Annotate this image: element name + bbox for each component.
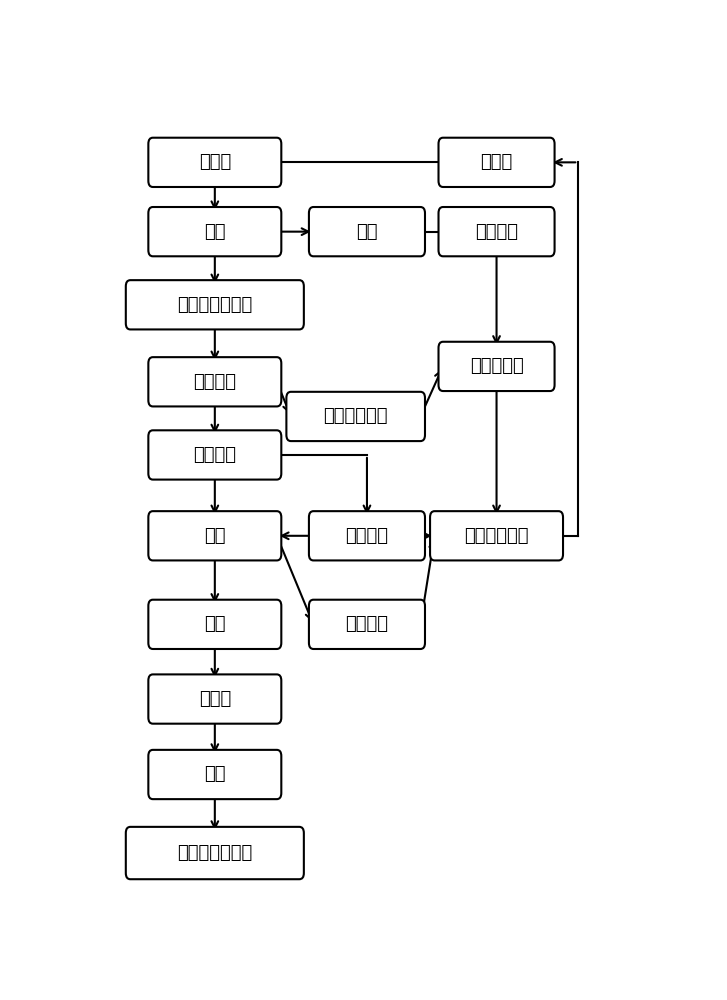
FancyBboxPatch shape bbox=[438, 342, 555, 391]
Text: 水解: 水解 bbox=[204, 527, 225, 545]
FancyBboxPatch shape bbox=[309, 511, 425, 560]
Text: 氨气: 氨气 bbox=[356, 223, 378, 241]
Text: 钛铁矿: 钛铁矿 bbox=[198, 153, 231, 171]
Text: 浸取并加铁还原: 浸取并加铁还原 bbox=[177, 296, 252, 314]
Text: 制备晶种: 制备晶种 bbox=[345, 527, 388, 545]
Text: 焦硫酸钾: 焦硫酸钾 bbox=[475, 223, 518, 241]
Text: 水洗: 水洗 bbox=[204, 615, 225, 633]
FancyBboxPatch shape bbox=[286, 392, 425, 441]
Text: 浓缩钛液: 浓缩钛液 bbox=[193, 446, 236, 464]
Text: 金红石型钛白粉: 金红石型钛白粉 bbox=[177, 844, 252, 862]
FancyBboxPatch shape bbox=[309, 207, 425, 256]
Text: 中和制硫酸铵: 中和制硫酸铵 bbox=[465, 527, 529, 545]
Text: 制氧化铁红: 制氧化铁红 bbox=[470, 357, 523, 375]
FancyBboxPatch shape bbox=[148, 674, 281, 724]
Text: 煅烧: 煅烧 bbox=[204, 766, 225, 784]
FancyBboxPatch shape bbox=[148, 600, 281, 649]
FancyBboxPatch shape bbox=[126, 280, 304, 329]
FancyBboxPatch shape bbox=[126, 827, 304, 879]
Text: 硫酸亚铁晶体: 硫酸亚铁晶体 bbox=[324, 407, 388, 425]
FancyBboxPatch shape bbox=[148, 138, 281, 187]
Text: 冷冻除铁: 冷冻除铁 bbox=[193, 373, 236, 391]
FancyBboxPatch shape bbox=[430, 511, 563, 560]
FancyBboxPatch shape bbox=[148, 430, 281, 480]
FancyBboxPatch shape bbox=[148, 357, 281, 406]
Text: 水解废酸: 水解废酸 bbox=[345, 615, 388, 633]
Text: 盐处理: 盐处理 bbox=[198, 690, 231, 708]
FancyBboxPatch shape bbox=[438, 138, 555, 187]
FancyBboxPatch shape bbox=[148, 750, 281, 799]
FancyBboxPatch shape bbox=[148, 207, 281, 256]
Text: 硫酸铵: 硫酸铵 bbox=[481, 153, 513, 171]
FancyBboxPatch shape bbox=[309, 600, 425, 649]
FancyBboxPatch shape bbox=[148, 511, 281, 560]
Text: 煅烧: 煅烧 bbox=[204, 223, 225, 241]
FancyBboxPatch shape bbox=[438, 207, 555, 256]
